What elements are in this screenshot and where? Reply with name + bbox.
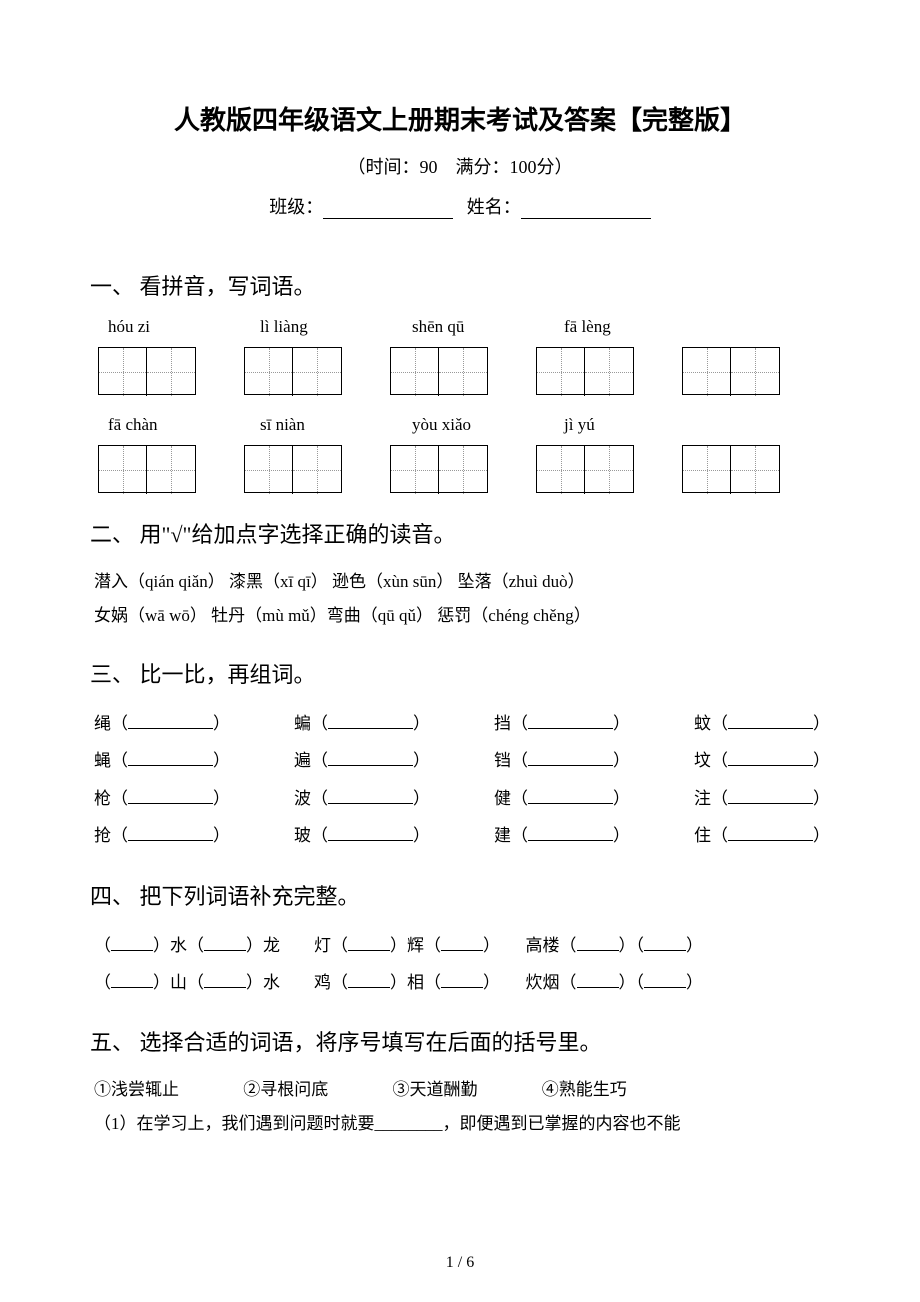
char-box[interactable]	[244, 445, 342, 493]
table-row: 枪（） 波（） 健（） 注（）	[90, 780, 830, 817]
table-row: 绳（） 蝙（） 挡（） 蚊（）	[90, 705, 830, 742]
section4-header: 四、 把下列词语补充完整。	[90, 879, 830, 911]
pinyin: jì yú	[564, 415, 644, 435]
option: ②寻根问底	[243, 1073, 328, 1107]
section2-line2: 女娲（wā wō） 牡丹（mù mǔ）弯曲（qū qǔ） 惩罚（chéng ch…	[90, 599, 830, 633]
option: ①浅尝辄止	[94, 1073, 179, 1107]
char: 抢	[94, 826, 111, 845]
char: 挡	[494, 714, 511, 733]
char: 坟	[694, 751, 711, 770]
section4-line1: （）水（）龙 灯（）辉（） 高楼（）（）	[90, 927, 830, 964]
class-blank[interactable]	[323, 199, 453, 219]
char-box[interactable]	[390, 347, 488, 395]
blank[interactable]	[528, 825, 613, 841]
pinyin-row-1: hóu zi lì liàng shēn qū fā lèng	[90, 317, 830, 337]
blank[interactable]	[528, 713, 613, 729]
blank[interactable]	[348, 935, 390, 951]
name-label: 姓名：	[467, 197, 521, 217]
box-row-1	[90, 347, 830, 395]
subtitle: （时间：90 满分：100分）	[90, 153, 830, 179]
option: ④熟能生巧	[542, 1073, 627, 1107]
blank[interactable]	[204, 972, 246, 988]
char-box[interactable]	[390, 445, 488, 493]
blank[interactable]	[328, 788, 413, 804]
char: 建	[494, 826, 511, 845]
char: 住	[694, 826, 711, 845]
blank[interactable]	[577, 935, 619, 951]
section4-line2: （）山（）水 鸡（）相（） 炊烟（）（）	[90, 964, 830, 1001]
blank[interactable]	[441, 935, 483, 951]
section5-q1: （1）在学习上，我们遇到问题时就要________，即便遇到已掌握的内容也不能	[90, 1107, 830, 1141]
char-box[interactable]	[98, 347, 196, 395]
char: 健	[494, 789, 511, 808]
blank[interactable]	[328, 825, 413, 841]
blank[interactable]	[328, 750, 413, 766]
blank[interactable]	[128, 750, 213, 766]
blank[interactable]	[728, 713, 813, 729]
blank[interactable]	[441, 972, 483, 988]
section3-header: 三、 比一比，再组词。	[90, 657, 830, 689]
section5-options: ①浅尝辄止 ②寻根问底 ③天道酬勤 ④熟能生巧	[90, 1073, 830, 1107]
char-box[interactable]	[244, 347, 342, 395]
section2-header: 二、 用"√"给加点字选择正确的读音。	[90, 517, 830, 549]
char-box[interactable]	[536, 445, 634, 493]
box-row-2	[90, 445, 830, 493]
page-title: 人教版四年级语文上册期末考试及答案【完整版】	[90, 100, 830, 137]
blank[interactable]	[728, 825, 813, 841]
char: 玻	[294, 826, 311, 845]
pinyin: sī niàn	[260, 415, 340, 435]
char: 波	[294, 789, 311, 808]
blank[interactable]	[128, 713, 213, 729]
char-box[interactable]	[98, 445, 196, 493]
class-label: 班级：	[269, 197, 323, 217]
blank[interactable]	[728, 788, 813, 804]
blank[interactable]	[204, 935, 246, 951]
blank[interactable]	[328, 713, 413, 729]
char-box[interactable]	[682, 347, 780, 395]
char-box[interactable]	[682, 445, 780, 493]
blank[interactable]	[644, 935, 686, 951]
pinyin: shēn qū	[412, 317, 492, 337]
pinyin-row-2: fā chàn sī niàn yòu xiǎo jì yú	[90, 415, 830, 435]
pinyin: fā lèng	[564, 317, 644, 337]
table-row: 抢（） 玻（） 建（） 住（）	[90, 817, 830, 854]
blank[interactable]	[111, 972, 153, 988]
info-line: 班级： 姓名：	[90, 193, 830, 219]
table-row: 蝇（） 遍（） 铛（） 坟（）	[90, 742, 830, 779]
pinyin: lì liàng	[260, 317, 340, 337]
section5-header: 五、 选择合适的词语，将序号填写在后面的括号里。	[90, 1025, 830, 1057]
blank[interactable]	[348, 972, 390, 988]
char: 绳	[94, 714, 111, 733]
blank[interactable]	[577, 972, 619, 988]
char: 遍	[294, 751, 311, 770]
page-number: 1 / 6	[0, 1254, 920, 1272]
pinyin: fā chàn	[108, 415, 188, 435]
pinyin: hóu zi	[108, 317, 188, 337]
blank[interactable]	[528, 788, 613, 804]
char: 蝙	[294, 714, 311, 733]
section3-rows: 绳（） 蝙（） 挡（） 蚊（） 蝇（） 遍（） 铛（） 坟（） 枪（） 波（） …	[90, 705, 830, 855]
blank[interactable]	[644, 972, 686, 988]
char: 蝇	[94, 751, 111, 770]
blank[interactable]	[128, 825, 213, 841]
name-blank[interactable]	[521, 199, 651, 219]
char: 枪	[94, 789, 111, 808]
char-box[interactable]	[536, 347, 634, 395]
blank[interactable]	[528, 750, 613, 766]
option: ③天道酬勤	[393, 1073, 478, 1107]
pinyin: yòu xiǎo	[412, 415, 492, 435]
blank[interactable]	[728, 750, 813, 766]
blank[interactable]	[128, 788, 213, 804]
char: 蚊	[694, 714, 711, 733]
char: 注	[694, 789, 711, 808]
blank[interactable]	[111, 935, 153, 951]
section1-header: 一、 看拼音，写词语。	[90, 269, 830, 301]
section2-line1: 潜入（qián qiǎn） 漆黑（xī qī） 逊色（xùn sūn） 坠落（z…	[90, 565, 830, 599]
char: 铛	[494, 751, 511, 770]
